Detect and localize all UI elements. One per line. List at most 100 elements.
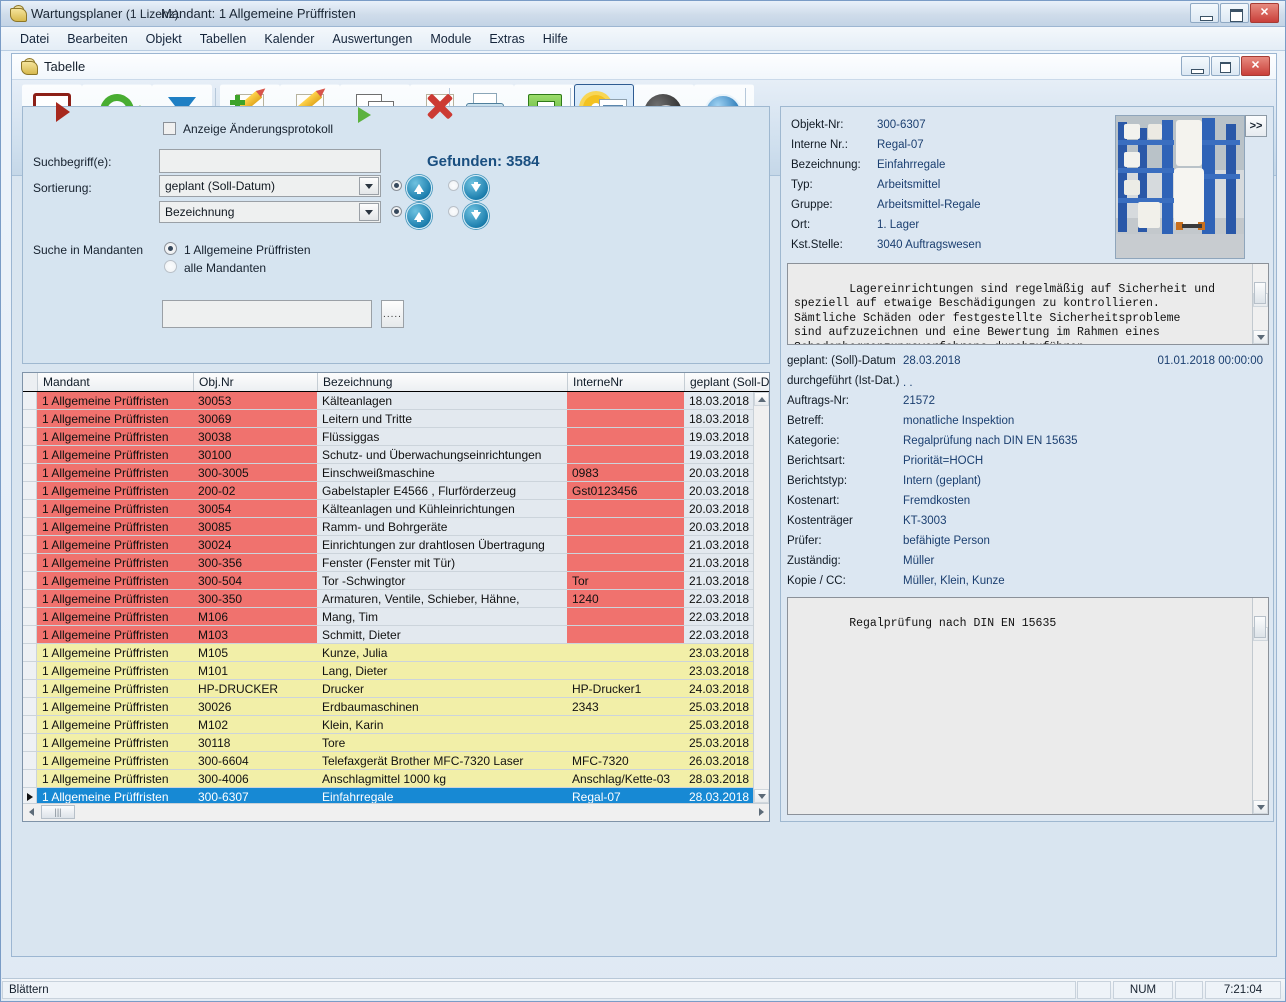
- table-row[interactable]: 1 Allgemeine Prüffristen 200-02 Gabelstapl…: [23, 482, 754, 500]
- grid-header-internenr[interactable]: InterneNr: [568, 373, 685, 391]
- table-row[interactable]: 1 Allgemeine Prüffristen 300-4006 Anschlag…: [23, 770, 754, 788]
- sort2-asc-button[interactable]: [406, 203, 432, 229]
- menu-item-hilfe[interactable]: Hilfe: [542, 31, 568, 46]
- menu-item-auswertungen[interactable]: Auswertungen: [332, 31, 413, 46]
- sort-field-2-combo[interactable]: Bezeichnung: [159, 201, 381, 223]
- search-input[interactable]: [159, 149, 381, 173]
- barcode-input[interactable]: [162, 300, 372, 328]
- changelog-checkbox[interactable]: [163, 122, 176, 135]
- window-close-button[interactable]: ✕: [1250, 3, 1279, 23]
- mdi-minimize-button[interactable]: [1181, 56, 1210, 76]
- menu-item-tabellen[interactable]: Tabellen: [199, 31, 247, 46]
- table-row[interactable]: 1 Allgemeine Prüffristen M103 Schmitt, Die…: [23, 626, 754, 644]
- row-selector[interactable]: [23, 698, 37, 715]
- table-row[interactable]: 1 Allgemeine Prüffristen 30026 Erdbaumasch…: [23, 698, 754, 716]
- table-row[interactable]: 1 Allgemeine Prüffristen 30053 Kälteanlage…: [23, 392, 754, 410]
- menu-item-kalender[interactable]: Kalender: [264, 31, 315, 46]
- row-selector[interactable]: [23, 626, 37, 643]
- sort1-asc-radio[interactable]: [391, 180, 402, 191]
- row-selector[interactable]: [23, 410, 37, 427]
- table-row[interactable]: 1 Allgemeine Prüffristen 30085 Ramm- und B…: [23, 518, 754, 536]
- window-maximize-button[interactable]: [1220, 3, 1249, 23]
- row-selector[interactable]: [23, 572, 37, 589]
- scroll-up-arrow-icon[interactable]: [754, 392, 769, 406]
- row-selector[interactable]: [23, 554, 37, 571]
- row-selector[interactable]: [23, 608, 37, 625]
- row-selector[interactable]: [23, 644, 37, 661]
- table-row[interactable]: 1 Allgemeine Prüffristen M105 Kunze, Julia…: [23, 644, 754, 662]
- row-selector[interactable]: [23, 536, 37, 553]
- grid-header-geplant[interactable]: geplant (Soll-D: [685, 373, 795, 391]
- table-row[interactable]: 1 Allgemeine Prüffristen 300-356 Fenster (…: [23, 554, 754, 572]
- barcode-browse-button[interactable]: .....: [381, 300, 404, 328]
- row-selector[interactable]: [23, 752, 37, 769]
- mdi-restore-button[interactable]: [1211, 56, 1240, 76]
- row-selector[interactable]: [23, 716, 37, 733]
- memo-bottom-scrollbar[interactable]: [1252, 598, 1268, 814]
- row-selector[interactable]: [23, 482, 37, 499]
- chevron-down-icon[interactable]: [359, 203, 379, 221]
- chevron-down-icon[interactable]: [359, 177, 379, 195]
- row-selector[interactable]: [23, 734, 37, 751]
- memo-top-scrollbar[interactable]: [1252, 264, 1268, 344]
- row-selector[interactable]: [23, 680, 37, 697]
- table-row[interactable]: 1 Allgemeine Prüffristen 300-6307 Einfahrr…: [23, 788, 754, 803]
- row-selector[interactable]: [23, 788, 37, 803]
- row-selector[interactable]: [23, 464, 37, 481]
- data-grid[interactable]: Mandant Obj.Nr Bezeichnung InterneNr gep…: [22, 372, 795, 822]
- table-row[interactable]: 1 Allgemeine Prüffristen 30054 Kälteanlage…: [23, 500, 754, 518]
- row-selector[interactable]: [23, 590, 37, 607]
- sort2-asc-radio[interactable]: [391, 206, 402, 217]
- table-row[interactable]: 1 Allgemeine Prüffristen 300-350 Armaturen…: [23, 590, 754, 608]
- scroll-down-arrow-icon[interactable]: [754, 789, 769, 803]
- scroll-down-arrow-icon[interactable]: [1253, 800, 1268, 814]
- menu-item-datei[interactable]: Datei: [20, 31, 50, 46]
- table-row[interactable]: 1 Allgemeine Prüffristen M106 Mang, Tim 22.…: [23, 608, 754, 626]
- table-row[interactable]: 1 Allgemeine Prüffristen HP-DRUCKER Drucke…: [23, 680, 754, 698]
- row-selector[interactable]: [23, 500, 37, 517]
- detail-memo-top[interactable]: Lagereinrichtungen sind regelmäßig auf S…: [787, 263, 1269, 345]
- grid-header-objnr[interactable]: Obj.Nr: [194, 373, 318, 391]
- memo-bottom-scroll-thumb[interactable]: [1254, 616, 1266, 638]
- expand-detail-button[interactable]: >>: [1245, 115, 1267, 137]
- menu-item-objekt[interactable]: Objekt: [145, 31, 182, 46]
- table-row[interactable]: 1 Allgemeine Prüffristen M101 Lang, Dieter…: [23, 662, 754, 680]
- mandant-option-1-radio[interactable]: [164, 242, 177, 255]
- sort2-desc-button[interactable]: [463, 203, 489, 229]
- sort1-desc-button[interactable]: [463, 175, 489, 201]
- sort1-desc-radio[interactable]: [448, 180, 459, 191]
- table-row[interactable]: 1 Allgemeine Prüffristen 30038 Flüssiggas 1…: [23, 428, 754, 446]
- menu-item-bearbeiten[interactable]: Bearbeiten: [67, 31, 128, 46]
- table-row[interactable]: 1 Allgemeine Prüffristen M102 Klein, Karin…: [23, 716, 754, 734]
- window-minimize-button[interactable]: [1190, 3, 1219, 23]
- row-selector[interactable]: [23, 446, 37, 463]
- table-row[interactable]: 1 Allgemeine Prüffristen 30024 Einrichtung…: [23, 536, 754, 554]
- memo-top-scroll-thumb[interactable]: [1254, 282, 1266, 304]
- sort2-desc-radio[interactable]: [448, 206, 459, 217]
- grid-horizontal-scrollbar[interactable]: |||: [23, 803, 769, 821]
- row-selector[interactable]: [23, 662, 37, 679]
- table-row[interactable]: 1 Allgemeine Prüffristen 30069 Leitern und…: [23, 410, 754, 428]
- grid-body[interactable]: 1 Allgemeine Prüffristen 30053 Kälteanlage…: [23, 392, 754, 803]
- table-row[interactable]: 1 Allgemeine Prüffristen 300-3005 Einschwe…: [23, 464, 754, 482]
- grid-header-bezeichnung[interactable]: Bezeichnung: [318, 373, 568, 391]
- table-row[interactable]: 1 Allgemeine Prüffristen 300-6604 Telefaxg…: [23, 752, 754, 770]
- row-selector[interactable]: [23, 392, 37, 409]
- detail-memo-bottom[interactable]: Regalprüfung nach DIN EN 15635: [787, 597, 1269, 815]
- table-row[interactable]: 1 Allgemeine Prüffristen 300-504 Tor -Schw…: [23, 572, 754, 590]
- table-row[interactable]: 1 Allgemeine Prüffristen 30118 Tore 25.03.2…: [23, 734, 754, 752]
- grid-header-mandant[interactable]: Mandant: [38, 373, 194, 391]
- grid-hscroll-thumb[interactable]: |||: [41, 805, 75, 819]
- mandant-option-all-radio[interactable]: [164, 260, 177, 273]
- scroll-right-arrow-icon[interactable]: [754, 805, 768, 819]
- mdi-close-button[interactable]: ✕: [1241, 56, 1270, 76]
- menu-item-extras[interactable]: Extras: [489, 31, 525, 46]
- sort1-asc-button[interactable]: [406, 175, 432, 201]
- table-row[interactable]: 1 Allgemeine Prüffristen 30100 Schutz- und…: [23, 446, 754, 464]
- sort-field-1-combo[interactable]: geplant (Soll-Datum): [159, 175, 381, 197]
- scroll-left-arrow-icon[interactable]: [24, 805, 38, 819]
- object-photo[interactable]: [1115, 115, 1245, 259]
- row-selector[interactable]: [23, 518, 37, 535]
- row-selector[interactable]: [23, 428, 37, 445]
- scroll-down-arrow-icon[interactable]: [1253, 330, 1268, 344]
